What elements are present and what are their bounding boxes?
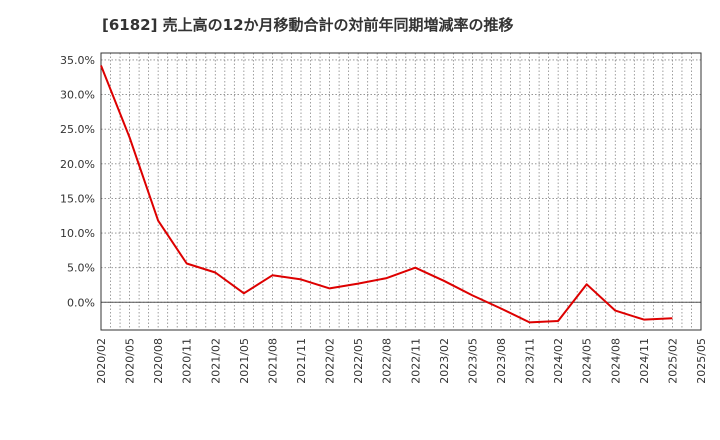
x-tick-label: 2023/05 — [466, 338, 479, 384]
y-tick-label: 0.0% — [67, 296, 95, 309]
x-tick-label: 2025/05 — [695, 338, 708, 384]
x-tick-label: 2022/08 — [381, 338, 394, 384]
y-tick-label: 25.0% — [60, 123, 95, 136]
x-tick-label: 2021/11 — [295, 338, 308, 384]
y-tick-label: 20.0% — [60, 158, 95, 171]
x-tick-label: 2023/11 — [524, 338, 537, 384]
x-tick-label: 2024/08 — [609, 338, 622, 384]
x-tick-label: 2023/02 — [438, 338, 451, 384]
x-axis-ticks: 2020/02 2020/05 2020/08 2020/11 2021/02 2021/… — [95, 338, 708, 384]
x-tick-label: 2022/05 — [352, 338, 365, 384]
x-tick-label: 2024/05 — [581, 338, 594, 384]
grid-lines — [101, 53, 701, 330]
x-tick-label: 2023/08 — [495, 338, 508, 384]
x-tick-label: 2021/08 — [266, 338, 279, 384]
series-layer — [100, 65, 673, 324]
x-tick-label: 2024/02 — [552, 338, 565, 384]
x-tick-label: 2022/02 — [324, 338, 337, 384]
y-tick-label: 35.0% — [60, 54, 95, 67]
y-tick-label: 10.0% — [60, 227, 95, 240]
y-tick-label: 30.0% — [60, 89, 95, 102]
chart-title: [6182] 売上高の12か月移動合計の対前年同期増減率の推移 — [102, 16, 514, 34]
x-tick-label: 2022/11 — [409, 338, 422, 384]
x-tick-label: 2024/11 — [638, 338, 651, 384]
y-tick-label: 5.0% — [67, 262, 95, 275]
x-tick-label: 2021/02 — [209, 338, 222, 384]
x-tick-label: 2021/05 — [238, 338, 251, 384]
x-tick-label: 2020/11 — [181, 338, 194, 384]
y-axis-ticks: 35.0% 30.0% 25.0% 20.0% 15.0% 10.0% 5.0% 0.0% — [60, 54, 95, 309]
x-tick-label: 2020/02 — [95, 338, 108, 384]
x-tick-label: 2020/05 — [124, 338, 137, 384]
series-line — [100, 65, 673, 324]
plot-area — [100, 52, 702, 331]
x-tick-label: 2025/02 — [666, 338, 679, 384]
x-tick-label: 2020/08 — [152, 338, 165, 384]
y-tick-label: 15.0% — [60, 192, 95, 205]
